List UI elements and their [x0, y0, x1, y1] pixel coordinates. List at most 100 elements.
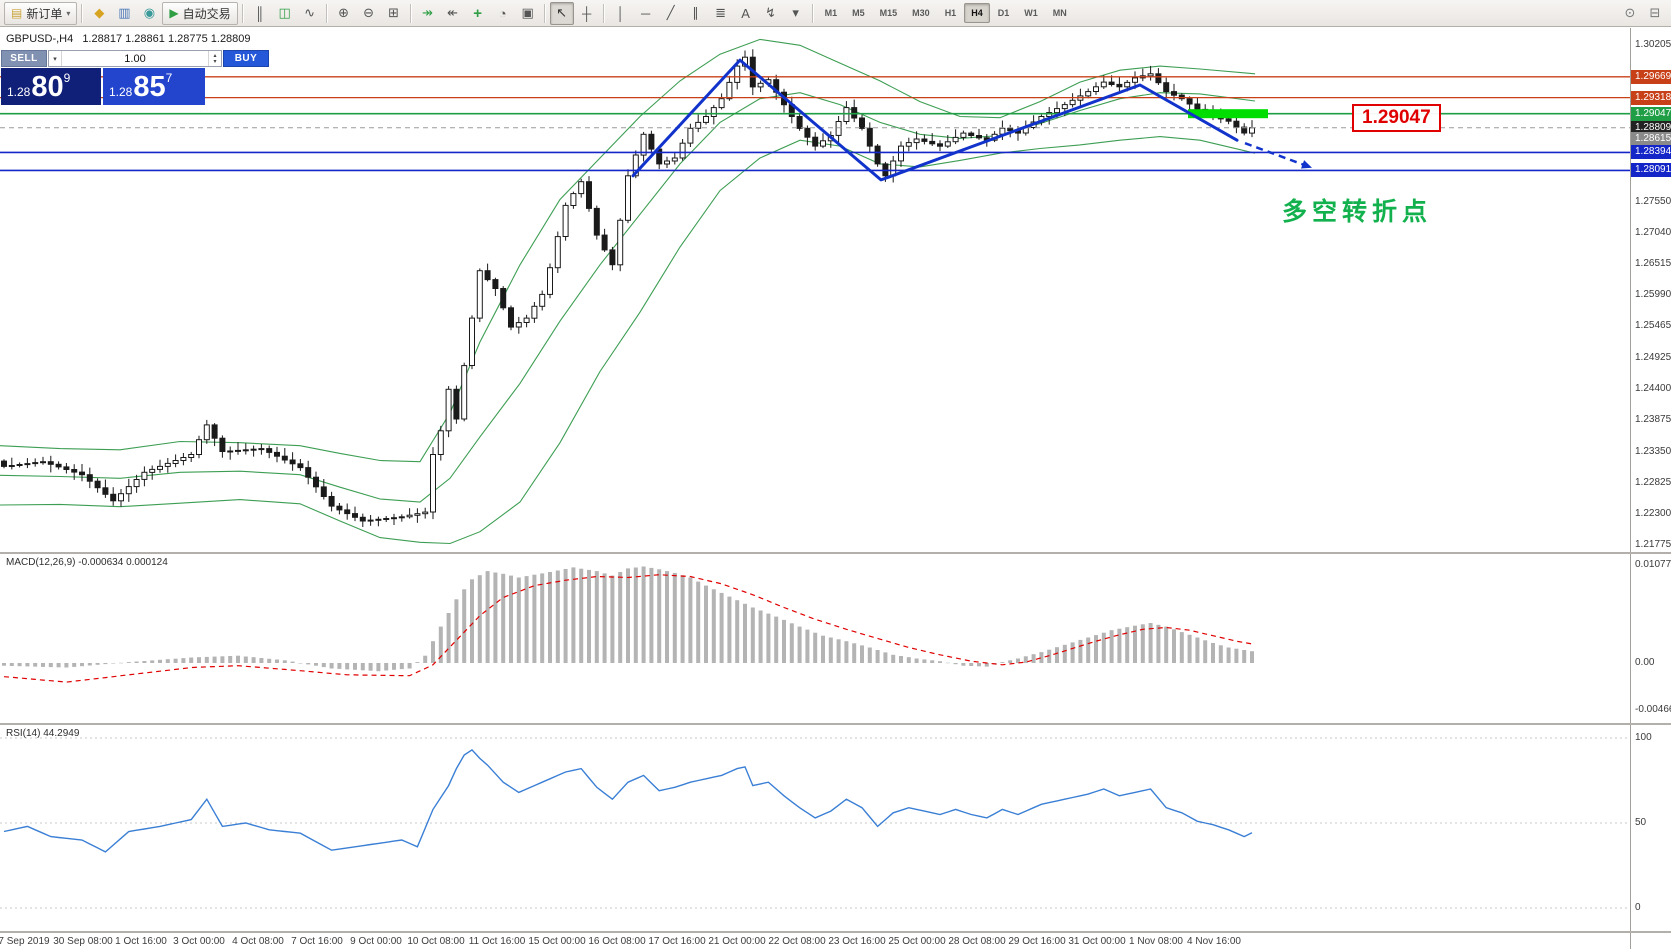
- toolbar-separator: [602, 3, 605, 23]
- crosshair-icon[interactable]: ┼: [582, 5, 592, 21]
- sell-price-base: 1.28: [7, 85, 31, 99]
- new-order-icon: ▤: [11, 6, 23, 20]
- chart-area[interactable]: 7 Sep 2019 30 Sep 08:00 1 Oct 16:00 3 Oct 0…: [0, 28, 1630, 949]
- timeframe-h1[interactable]: H1: [944, 8, 957, 18]
- toolbar-separator: [811, 3, 814, 23]
- macd-panel[interactable]: [0, 554, 1630, 723]
- candlestick-chart-icon[interactable]: ◫: [278, 5, 291, 20]
- new-order-button-label: 新订单: [26, 6, 63, 21]
- time-axis-label: 7 Sep 2019: [0, 936, 50, 947]
- shapes-dropdown-icon[interactable]: ▾: [792, 5, 799, 20]
- periods-icon[interactable]: ◔: [498, 5, 507, 21]
- spinner-down-icon[interactable]: ▾: [213, 58, 217, 65]
- sell-price-pip: 9: [63, 71, 71, 85]
- time-axis-label: 1 Nov 08:00: [1129, 936, 1183, 947]
- fibonacci-icon[interactable]: ≣: [715, 5, 727, 20]
- buy-price-button[interactable]: 1.28 85 7: [103, 68, 205, 105]
- text-label-icon[interactable]: A: [741, 5, 750, 21]
- price-level-tag: 1.28809: [1631, 121, 1671, 135]
- time-axis-label: 1 Oct 16:00: [115, 936, 167, 947]
- price-axis-label: 1.25465: [1635, 320, 1671, 331]
- zoom-out-icon[interactable]: ⊖: [363, 5, 375, 20]
- pivot-annotation: 多空转折点: [1282, 198, 1433, 226]
- indicator-scale-label: 0.00: [1635, 657, 1655, 668]
- alerts-icon[interactable]: ◆: [94, 5, 105, 20]
- dropdown-caret-icon: ▾: [66, 8, 71, 18]
- timeframe-m15[interactable]: M15: [879, 8, 898, 18]
- terminal-icon[interactable]: ▥: [118, 5, 131, 20]
- timeframe-m5[interactable]: M5: [852, 8, 865, 18]
- trendline-icon[interactable]: ╱: [666, 5, 675, 20]
- time-axis-label: 22 Oct 08:00: [768, 936, 826, 947]
- templates-icon[interactable]: ▣: [521, 5, 534, 20]
- equidistant-channel-icon[interactable]: ∥: [692, 5, 699, 20]
- timeframe-mn[interactable]: MN: [1052, 8, 1067, 18]
- toolbar-separator: [81, 3, 84, 23]
- time-axis-label: 4 Nov 16:00: [1187, 936, 1241, 947]
- price-axis-label: 1.24400: [1635, 383, 1671, 394]
- toolbar: ▤ 新订单 ▾ ◆ ▥ ◉ ▶ 自动交易 ║ ◫ ∿ ⊕ ⊖ ⊞ ↠ ↞ + ◔ ▣ ↖ ┼ │ ─ ╱ ∥ ≣ A ↯ ▾ M1 M5 M1…: [0, 0, 1671, 27]
- sell-button[interactable]: SELL: [1, 50, 47, 67]
- chart-header: GBPUSD-,H4 1.28817 1.28861 1.28775 1.288…: [6, 33, 257, 45]
- price-chart-canvas[interactable]: [0, 28, 1630, 552]
- panel-divider[interactable]: [0, 723, 1671, 725]
- cursor-icon[interactable]: ↖: [549, 1, 574, 25]
- price-level-tag: 1.28615: [1631, 132, 1671, 146]
- vertical-line-icon[interactable]: │: [616, 5, 625, 21]
- timeframe-w1[interactable]: W1: [1024, 8, 1038, 18]
- indicator-scale-label: 0.010775: [1635, 559, 1671, 570]
- time-axis-label: 15 Oct 00:00: [528, 936, 586, 947]
- macd-label: MACD(12,26,9) -0.000634 0.000124: [6, 557, 168, 568]
- indicator-scale-label: -0.004668: [1635, 704, 1671, 715]
- time-axis-label: 30 Sep 08:00: [53, 936, 113, 947]
- timeframe-d1[interactable]: D1: [997, 8, 1010, 18]
- volume-dropdown-icon[interactable]: ▾: [49, 51, 62, 66]
- price-axis-label: 1.23875: [1635, 414, 1671, 425]
- price-level-tag: 1.29047: [1631, 107, 1671, 121]
- new-order-button[interactable]: ▤ 新订单 ▾: [4, 1, 78, 25]
- indicators-icon[interactable]: +: [473, 4, 482, 22]
- chart-shift-icon[interactable]: ↞: [447, 5, 459, 20]
- time-axis[interactable]: 7 Sep 2019 30 Sep 08:00 1 Oct 16:00 3 Oct 0…: [0, 933, 1630, 949]
- bar-chart-icon[interactable]: ║: [255, 5, 265, 21]
- print-icon[interactable]: ⊟: [1649, 5, 1661, 20]
- price-level-tag: 1.28394: [1631, 145, 1671, 159]
- sell-price-button[interactable]: 1.28 80 9: [1, 68, 101, 105]
- volume-spinner[interactable]: ▴ ▾: [208, 51, 221, 66]
- time-axis-label: 29 Oct 16:00: [1008, 936, 1066, 947]
- time-axis-label: 11 Oct 16:00: [468, 936, 526, 947]
- line-chart-icon[interactable]: ∿: [304, 5, 316, 20]
- time-axis-label: 10 Oct 08:00: [407, 936, 465, 947]
- toolbar-separator: [409, 3, 412, 23]
- timeframe-m30[interactable]: M30: [912, 8, 930, 18]
- auto-scroll-icon[interactable]: ↠: [422, 5, 434, 20]
- strategy-tester-icon[interactable]: ◉: [143, 5, 156, 20]
- time-axis-label: 7 Oct 16:00: [291, 936, 343, 947]
- autotrading-button[interactable]: ▶ 自动交易: [162, 1, 238, 25]
- time-axis-label: 3 Oct 00:00: [173, 936, 225, 947]
- symbol-period-label: GBPUSD-,H4: [6, 33, 74, 45]
- zoom-in-icon[interactable]: ⊕: [338, 5, 350, 20]
- price-axis[interactable]: 1.30205 1.29669 1.29318 1.29047 1.28809 1.286…: [1630, 28, 1671, 949]
- price-axis-label: 1.23350: [1635, 446, 1671, 457]
- panel-divider[interactable]: [0, 552, 1671, 554]
- autotrading-button-label: 自动交易: [182, 6, 231, 21]
- toolbar-separator: [543, 3, 546, 23]
- price-axis-label: 1.22825: [1635, 477, 1671, 488]
- search-icon[interactable]: ⊙: [1624, 5, 1636, 20]
- horizontal-line-icon[interactable]: ─: [641, 5, 651, 21]
- buy-button[interactable]: BUY: [223, 50, 269, 67]
- volume-input[interactable]: [62, 51, 208, 66]
- spinner-up-icon[interactable]: ▴: [213, 52, 217, 59]
- tile-windows-icon[interactable]: ⊞: [388, 5, 400, 20]
- price-callout: 1.29047: [1352, 104, 1441, 132]
- price-axis-label: 1.27040: [1635, 227, 1671, 238]
- timeframe-m1[interactable]: M1: [824, 8, 838, 18]
- timeframe-h4[interactable]: H4: [964, 3, 990, 23]
- indicator-scale-label: 0: [1635, 902, 1641, 913]
- arrows-icon[interactable]: ↯: [765, 5, 777, 20]
- indicator-scale-label: 50: [1635, 817, 1647, 828]
- rsi-panel[interactable]: [0, 725, 1630, 931]
- toolbar-separator: [325, 3, 328, 23]
